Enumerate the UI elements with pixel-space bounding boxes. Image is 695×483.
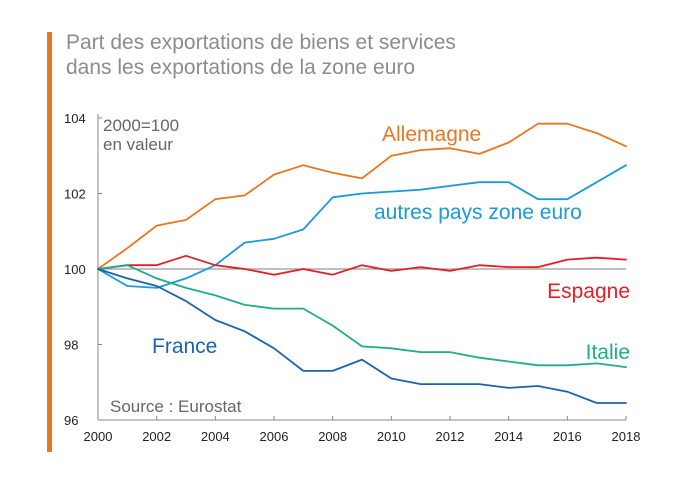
series-label-autres-pays-zone-euro: autres pays zone euro <box>374 201 582 224</box>
unit-note-line-1: 2000=100 <box>103 116 179 135</box>
x-tick-label: 2018 <box>612 429 641 444</box>
series-labels: Allemagne autres pays zone euro Espagne Ita… <box>152 123 630 364</box>
x-tick-label: 2004 <box>201 429 230 444</box>
series-lines <box>97 122 627 404</box>
x-tick-label: 2010 <box>377 429 406 444</box>
y-tick-label: 102 <box>64 187 86 202</box>
x-tick-label: 2008 <box>318 429 347 444</box>
x-tick-label: 2012 <box>436 429 465 444</box>
series-line-espagne <box>97 254 627 276</box>
x-tick-label: 2002 <box>142 429 171 444</box>
series-line-autres-pays-zone-euro <box>97 164 627 289</box>
axes: 96 98 100 102 104 2000 2002 2004 2006 2008 2010 201… <box>64 111 640 444</box>
series-line-allemagne <box>97 122 627 270</box>
y-tick-label: 104 <box>64 111 86 126</box>
x-tick-label: 2006 <box>260 429 289 444</box>
chart-title-line-1: Part des exportations de biens et servic… <box>66 31 456 54</box>
x-tick-label: 2014 <box>494 429 523 444</box>
chart-title: Part des exportations de biens et servic… <box>66 30 456 80</box>
series-line-france <box>97 268 627 404</box>
y-tick-label: 100 <box>64 262 86 277</box>
series-label-france: France <box>152 335 217 358</box>
x-tick-label: 2016 <box>553 429 582 444</box>
series-label-espagne: Espagne <box>547 280 630 303</box>
chart-title-line-2: dans les exportations de la zone euro <box>66 56 416 79</box>
source-note: Source : Eurostat <box>110 397 242 416</box>
series-line-italie <box>97 264 627 369</box>
series-label-allemagne: Allemagne <box>382 123 481 146</box>
title-accent-bar <box>47 32 52 452</box>
y-tick-label: 96 <box>64 413 78 428</box>
x-tick-label: 2000 <box>84 429 113 444</box>
unit-note-line-2: en valeur <box>103 135 173 154</box>
series-label-italie: Italie <box>586 341 630 364</box>
y-tick-label: 98 <box>64 338 78 353</box>
